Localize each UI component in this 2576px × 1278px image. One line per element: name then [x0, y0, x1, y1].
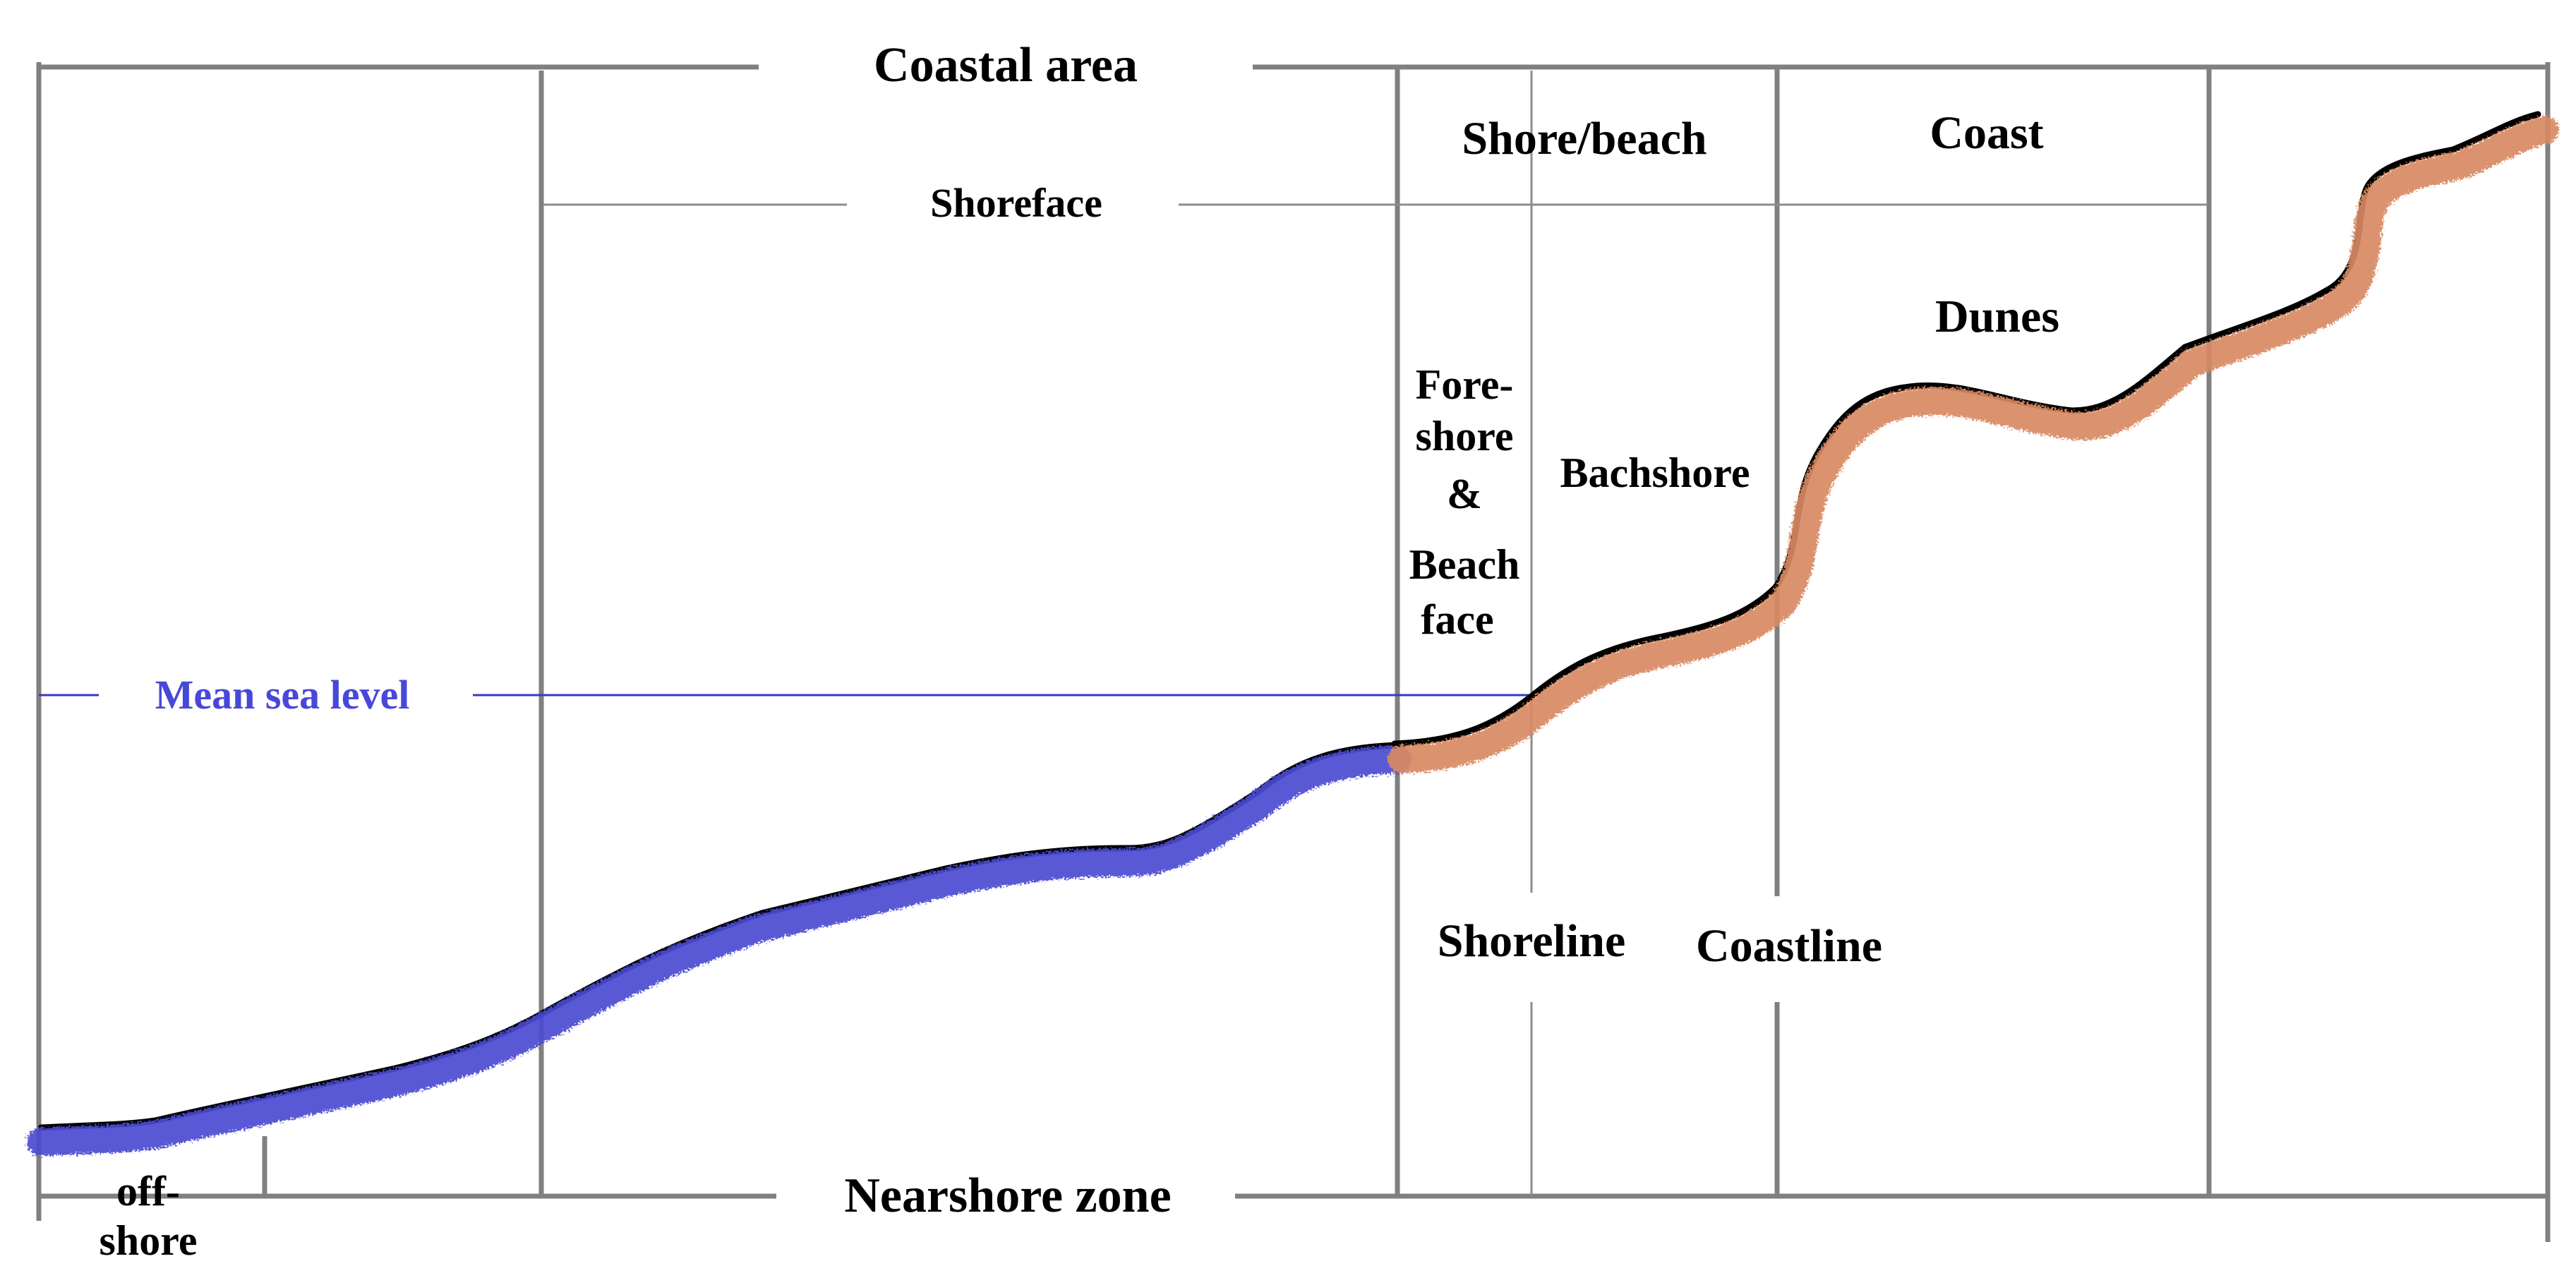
mean-sea-level-label: Mean sea level: [155, 672, 410, 718]
shoreface-label: Shoreface: [930, 180, 1102, 226]
foreshore-label-line-5: face: [1421, 596, 1493, 643]
foreshore-beach-face-label: Fore- shore & Beach face: [1409, 361, 1520, 643]
foreshore-label-line-1: Fore-: [1416, 361, 1514, 408]
backshore-label: Bachshore: [1560, 450, 1750, 496]
offshore-label: off- shore: [100, 1168, 198, 1264]
offshore-label-line-1: off-: [116, 1168, 180, 1214]
profile-submerged-sediment: [27, 745, 1412, 1156]
shoreline-label: Shoreline: [1438, 915, 1625, 967]
dunes-label: Dunes: [1935, 291, 2059, 342]
coastline-label: Coastline: [1696, 920, 1882, 972]
foreshore-label-line-2: shore: [1416, 413, 1514, 459]
foreshore-label-line-3: &: [1447, 471, 1482, 517]
coastal-area-label: Coastal area: [874, 38, 1138, 92]
coast-label: Coast: [1930, 107, 2043, 159]
nearshore-zone-label: Nearshore zone: [844, 1169, 1171, 1223]
shore-beach-label: Shore/beach: [1462, 113, 1707, 164]
profile-outline-emerged: [1391, 111, 2541, 747]
offshore-label-line-2: shore: [100, 1217, 198, 1264]
foreshore-label-line-4: Beach: [1409, 541, 1520, 588]
profile-emerged-sediment: [1388, 116, 2559, 773]
